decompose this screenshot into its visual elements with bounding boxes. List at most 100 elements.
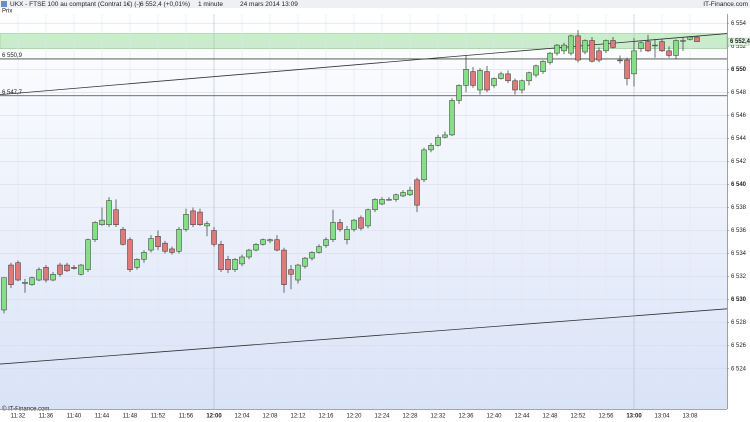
title: UKX - FTSE 100 au comptant (Contrat 1€) … [10, 1, 141, 8]
y-tick-label: 6 546 [731, 113, 747, 119]
candle-body [1, 277, 7, 311]
x-tick-label: 12:24 [374, 414, 390, 420]
candle-body [155, 236, 161, 247]
candle-body [603, 40, 609, 52]
trend-line [0, 308, 728, 365]
y-tick-label: 6 540 [731, 182, 747, 188]
candle-body [281, 249, 287, 285]
candle-body [43, 267, 49, 281]
candle-body [78, 264, 84, 275]
candle-body [330, 222, 336, 240]
x-tick-label: 11:52 [151, 414, 166, 420]
candle-body [134, 259, 140, 268]
candle-body [22, 282, 28, 284]
source: IT-Finance.com [703, 1, 748, 8]
candle-body [561, 44, 567, 52]
candle-body [365, 209, 371, 227]
candle-body [512, 80, 518, 91]
candle-body [372, 199, 378, 211]
candle-body [267, 239, 273, 242]
x-tick-label: 11:32 [11, 414, 26, 420]
candle-body [463, 69, 469, 86]
candle-body [183, 214, 189, 230]
x-tick-label: 12:12 [290, 414, 306, 420]
x-tick-label: 12:36 [458, 414, 474, 420]
candle-body [57, 264, 63, 275]
candle-body [239, 256, 245, 265]
candle-body [582, 40, 588, 53]
x-tick-label: 11:56 [179, 414, 194, 420]
candle-body [526, 72, 532, 82]
candle-body [358, 217, 364, 229]
candle-body [92, 222, 98, 240]
candle-body [99, 219, 105, 225]
candle-body [666, 50, 672, 56]
candle-body [645, 41, 651, 52]
x-tick-label: 12:56 [598, 414, 614, 420]
candle-body [477, 70, 483, 91]
candle-body [169, 248, 175, 253]
x-tick-label: 12:04 [234, 414, 250, 420]
candle-body [260, 239, 266, 245]
candle-body [393, 194, 399, 200]
candle-body [694, 36, 700, 42]
x-tick-label: 12:32 [430, 414, 446, 420]
candle-body [687, 36, 693, 40]
x-tick-label: 13:04 [654, 414, 670, 420]
candle-body [316, 246, 322, 253]
x-tick-label: 12:00 [206, 414, 222, 420]
y-tick-label: 6 528 [731, 320, 747, 326]
candle-body [540, 60, 546, 72]
candle-body [519, 80, 525, 91]
candle-body [533, 65, 539, 76]
candle-body [148, 238, 154, 251]
candle-body [253, 244, 259, 251]
candle-body [456, 85, 462, 101]
last-price-label: 6 552,4 [730, 39, 750, 45]
candle-body [211, 230, 217, 245]
y-tick-label: 6 542 [731, 159, 747, 165]
footer: © IT-Finance.com [2, 406, 49, 413]
x-tick-label: 11:48 [123, 414, 138, 420]
candle-body [141, 252, 147, 260]
candle-body [337, 222, 343, 230]
price-zone [0, 33, 728, 49]
y-tick-label: 6 532 [731, 274, 747, 280]
y-tick-label: 6 536 [731, 228, 747, 234]
x-tick-label: 13:08 [682, 414, 698, 420]
last-price-box [727, 37, 750, 46]
candle-body [400, 192, 406, 197]
candle-body [274, 239, 280, 251]
candle-body [575, 35, 581, 61]
candle-body [309, 252, 315, 259]
y-tick-label: 6 524 [731, 366, 747, 372]
x-tick-label: 12:48 [542, 414, 558, 420]
candle-body [379, 199, 385, 205]
candle-body [610, 40, 616, 48]
candle-body [449, 100, 455, 136]
candle-body [288, 269, 294, 275]
y-tick-label: 6 548 [731, 90, 747, 96]
candle-body [407, 189, 413, 196]
candle-body [197, 211, 203, 225]
y-tick-label: 6 552 [731, 44, 747, 50]
x-tick-label: 12:28 [402, 414, 418, 420]
x-tick-label: 12:40 [486, 414, 502, 420]
candle-body [673, 40, 679, 56]
candle-body [218, 244, 224, 270]
header-bar [0, 0, 750, 8]
candle-body [568, 35, 574, 54]
interval: 1 minute [198, 1, 223, 8]
candle-body [232, 259, 238, 270]
legend: Prix [2, 9, 12, 15]
candle-body [162, 242, 168, 252]
candle-body [470, 71, 476, 86]
candle-body [680, 40, 686, 42]
candle-body [246, 249, 252, 258]
date: 24 mars 2014 13:09 [240, 1, 298, 8]
x-tick-label: 11:36 [39, 414, 54, 420]
candle-body [659, 41, 665, 52]
quote: 6 552,4 (+0,01%) [140, 1, 190, 8]
y-tick-label: 6 554 [731, 21, 747, 27]
